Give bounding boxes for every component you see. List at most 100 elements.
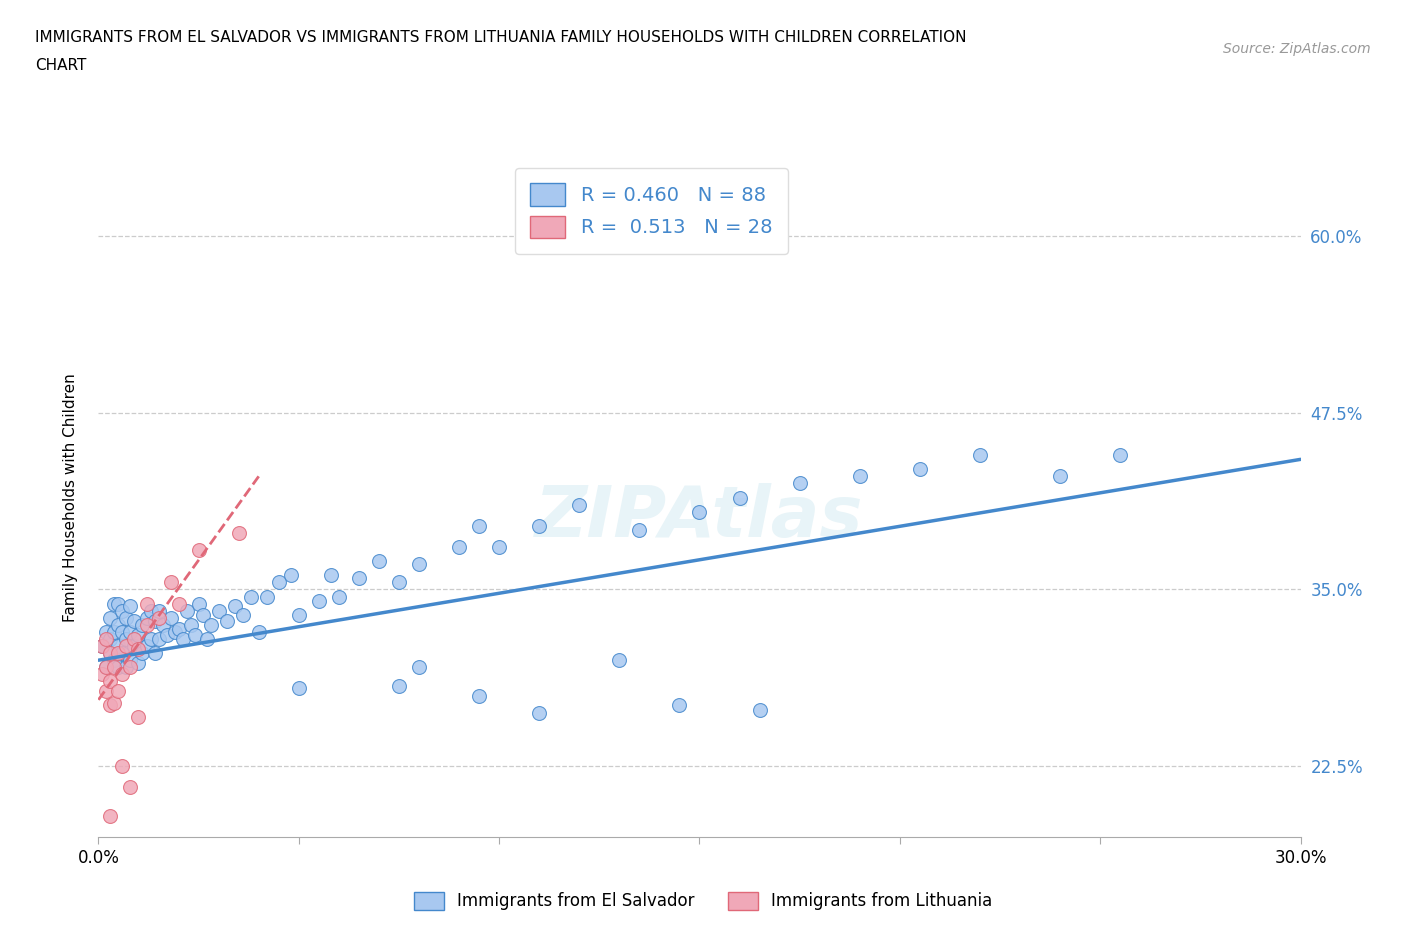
Point (96, 631, 118, 646)
Point (215, 613, 238, 628)
Point (111, 667, 134, 682)
Point (308, 593, 330, 608)
Point (107, 639, 129, 654)
Point (969, 447, 991, 462)
Text: ZIPAtlas: ZIPAtlas (536, 484, 863, 552)
Point (143, 645, 166, 660)
Point (529, 518, 551, 533)
Point (139, 604, 162, 618)
Point (159, 610, 181, 625)
Point (167, 596, 190, 611)
Point (128, 710, 150, 724)
Point (100, 674, 122, 689)
Point (468, 688, 491, 703)
Point (267, 575, 290, 590)
Point (668, 698, 690, 713)
Point (120, 653, 142, 668)
Point (96, 624, 118, 639)
Y-axis label: Family Households with Children: Family Households with Children (63, 373, 77, 622)
Point (128, 642, 150, 657)
Text: Source: ZipAtlas.com: Source: ZipAtlas.com (1223, 42, 1371, 56)
Point (100, 610, 122, 625)
Point (115, 631, 138, 646)
Point (347, 571, 370, 586)
Point (388, 678, 411, 693)
Point (124, 613, 146, 628)
Point (159, 575, 181, 590)
Point (96, 660, 118, 675)
Point (111, 645, 134, 660)
Point (167, 621, 190, 636)
Point (568, 498, 591, 512)
Point (447, 539, 470, 554)
Point (124, 639, 146, 654)
Point (135, 639, 157, 654)
Point (100, 808, 122, 823)
Point (789, 476, 811, 491)
Point (628, 523, 651, 538)
Point (120, 780, 142, 795)
Point (748, 702, 770, 717)
Text: IMMIGRANTS FROM EL SALVADOR VS IMMIGRANTS FROM LITHUANIA FAMILY HOUSEHOLDS WITH : IMMIGRANTS FROM EL SALVADOR VS IMMIGRANT… (35, 30, 967, 45)
Point (111, 624, 134, 639)
Point (256, 589, 278, 604)
Point (488, 539, 510, 554)
Point (247, 624, 270, 639)
Point (103, 696, 125, 711)
Point (103, 660, 125, 675)
Point (152, 618, 174, 632)
Point (328, 589, 350, 604)
Point (103, 624, 125, 639)
Point (609, 653, 631, 668)
Point (529, 705, 551, 720)
Point (96, 660, 118, 675)
Point (128, 656, 150, 671)
Point (1109, 447, 1132, 462)
Point (96, 684, 118, 698)
Point (148, 604, 170, 618)
Point (728, 490, 751, 505)
Point (191, 607, 214, 622)
Point (468, 518, 491, 533)
Point (128, 628, 150, 643)
Point (131, 645, 153, 660)
Point (408, 660, 430, 675)
Point (849, 469, 872, 484)
Point (107, 645, 129, 660)
Point (100, 645, 122, 660)
Text: CHART: CHART (35, 58, 87, 73)
Point (131, 618, 153, 632)
Point (1049, 469, 1071, 484)
Point (103, 653, 125, 668)
Point (103, 596, 125, 611)
Point (408, 556, 430, 571)
Point (689, 504, 711, 519)
Point (180, 618, 202, 632)
Point (148, 631, 170, 646)
Point (100, 645, 122, 660)
Point (195, 631, 218, 646)
Point (228, 525, 250, 540)
Point (288, 681, 311, 696)
Point (115, 660, 138, 675)
Point (280, 568, 302, 583)
Point (163, 624, 186, 639)
Point (120, 599, 142, 614)
Point (111, 759, 134, 774)
Point (91, 639, 114, 654)
Point (111, 604, 134, 618)
Point (107, 618, 129, 632)
Point (143, 613, 166, 628)
Point (172, 631, 194, 646)
Point (187, 542, 209, 557)
Point (107, 684, 129, 698)
Point (155, 628, 177, 643)
Point (91, 639, 114, 654)
Point (107, 660, 129, 675)
Point (135, 610, 157, 625)
Point (187, 596, 209, 611)
Point (100, 631, 122, 646)
Point (135, 596, 157, 611)
Point (368, 553, 391, 568)
Point (239, 589, 262, 604)
